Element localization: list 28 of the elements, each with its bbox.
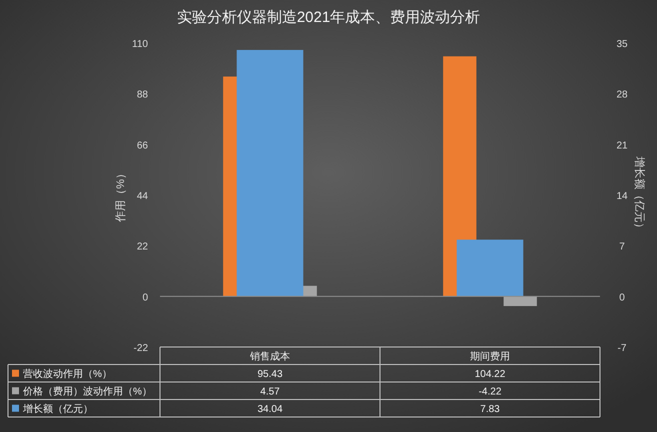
y2-tick-label: 7 — [619, 242, 626, 253]
data-label: 34.04 — [257, 404, 283, 415]
y2-tick-label: 35 — [616, 39, 628, 50]
y-tick-label: 44 — [136, 191, 148, 202]
chart-title: 实验分析仪器制造2021年成本、费用波动分析 — [176, 9, 480, 26]
y-tick-label: 88 — [136, 90, 148, 101]
legend-label: 价格（费用）波动作用（%） — [22, 386, 152, 398]
y2-tick-label: 21 — [616, 140, 628, 152]
legend-label: 营收波动作用（%） — [23, 368, 112, 380]
legend-label: 增长额（亿元） — [22, 403, 93, 415]
y-axis-title: 作用（%） — [115, 168, 127, 223]
y2-tick-label: 0 — [619, 292, 626, 304]
y-tick-label: 66 — [136, 140, 148, 152]
x-tick-label: 销售成本 — [249, 350, 290, 362]
y2-axis-title: 增长额（亿元） — [633, 156, 646, 234]
y-tick-label: 110 — [132, 39, 148, 50]
y-tick-label: 22 — [136, 242, 148, 253]
x-tick-label: 期间费用 — [470, 350, 510, 362]
data-label: 7.83 — [480, 404, 500, 415]
y2-tick-label: -7 — [618, 343, 627, 354]
data-label: 104.22 — [474, 369, 506, 380]
data-label: 4.57 — [260, 386, 280, 398]
data-label: 95.43 — [257, 369, 283, 380]
y2-tick-label: 14 — [616, 191, 628, 202]
y2-tick-label: 28 — [616, 90, 628, 101]
data-label: -4.22 — [478, 386, 502, 398]
y-tick-label: -22 — [134, 343, 148, 354]
y-tick-label: 0 — [142, 292, 148, 304]
